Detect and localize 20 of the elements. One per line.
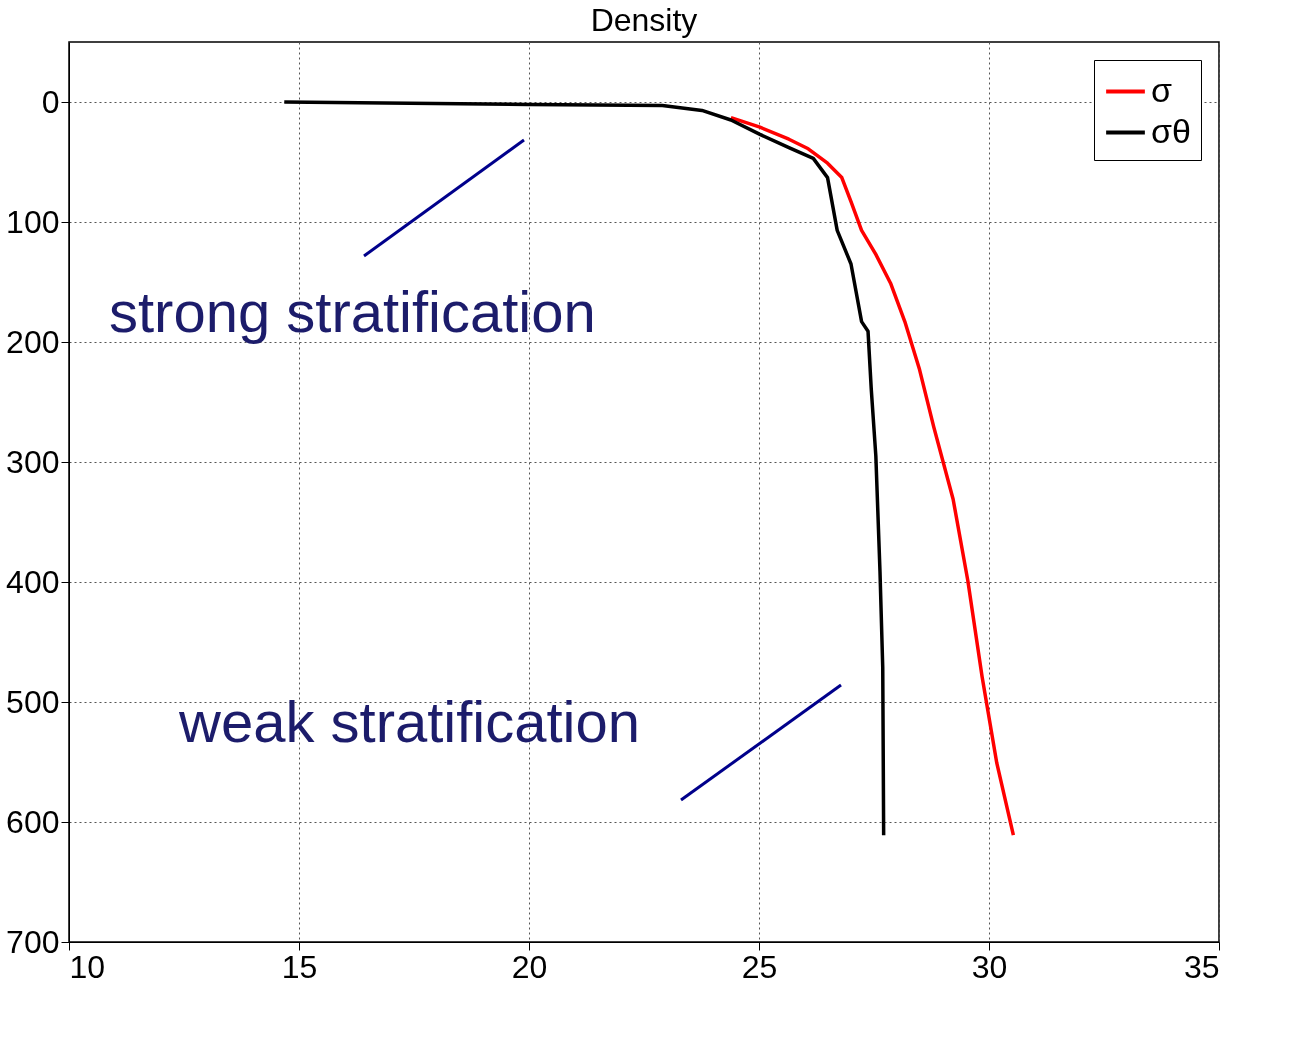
line-series xyxy=(729,115,1016,837)
x-tick-label: 25 xyxy=(741,948,778,985)
x-tick-label: 20 xyxy=(511,948,548,985)
x-tick-label: 30 xyxy=(971,948,1008,985)
x-tick-label: 10 xyxy=(69,948,106,985)
y-tick-label: 0 xyxy=(41,83,60,120)
y-tick-label: 200 xyxy=(6,323,60,360)
annotation: strong stratification xyxy=(109,279,596,344)
chart-title: Density xyxy=(590,2,698,38)
y-tick-label: 100 xyxy=(6,203,60,240)
legend-label: σ xyxy=(1151,70,1172,109)
y-tick-label: 500 xyxy=(6,683,60,720)
y-tick-label: 400 xyxy=(6,563,60,600)
y-tick-label: 600 xyxy=(6,803,60,840)
x-tick-label: 35 xyxy=(1183,948,1220,985)
annotation: weak stratification xyxy=(178,689,640,754)
x-tick-label: 15 xyxy=(281,948,318,985)
y-tick-label: 700 xyxy=(6,923,60,960)
legend-label: σθ xyxy=(1151,111,1191,150)
y-tick-label: 300 xyxy=(6,443,60,480)
